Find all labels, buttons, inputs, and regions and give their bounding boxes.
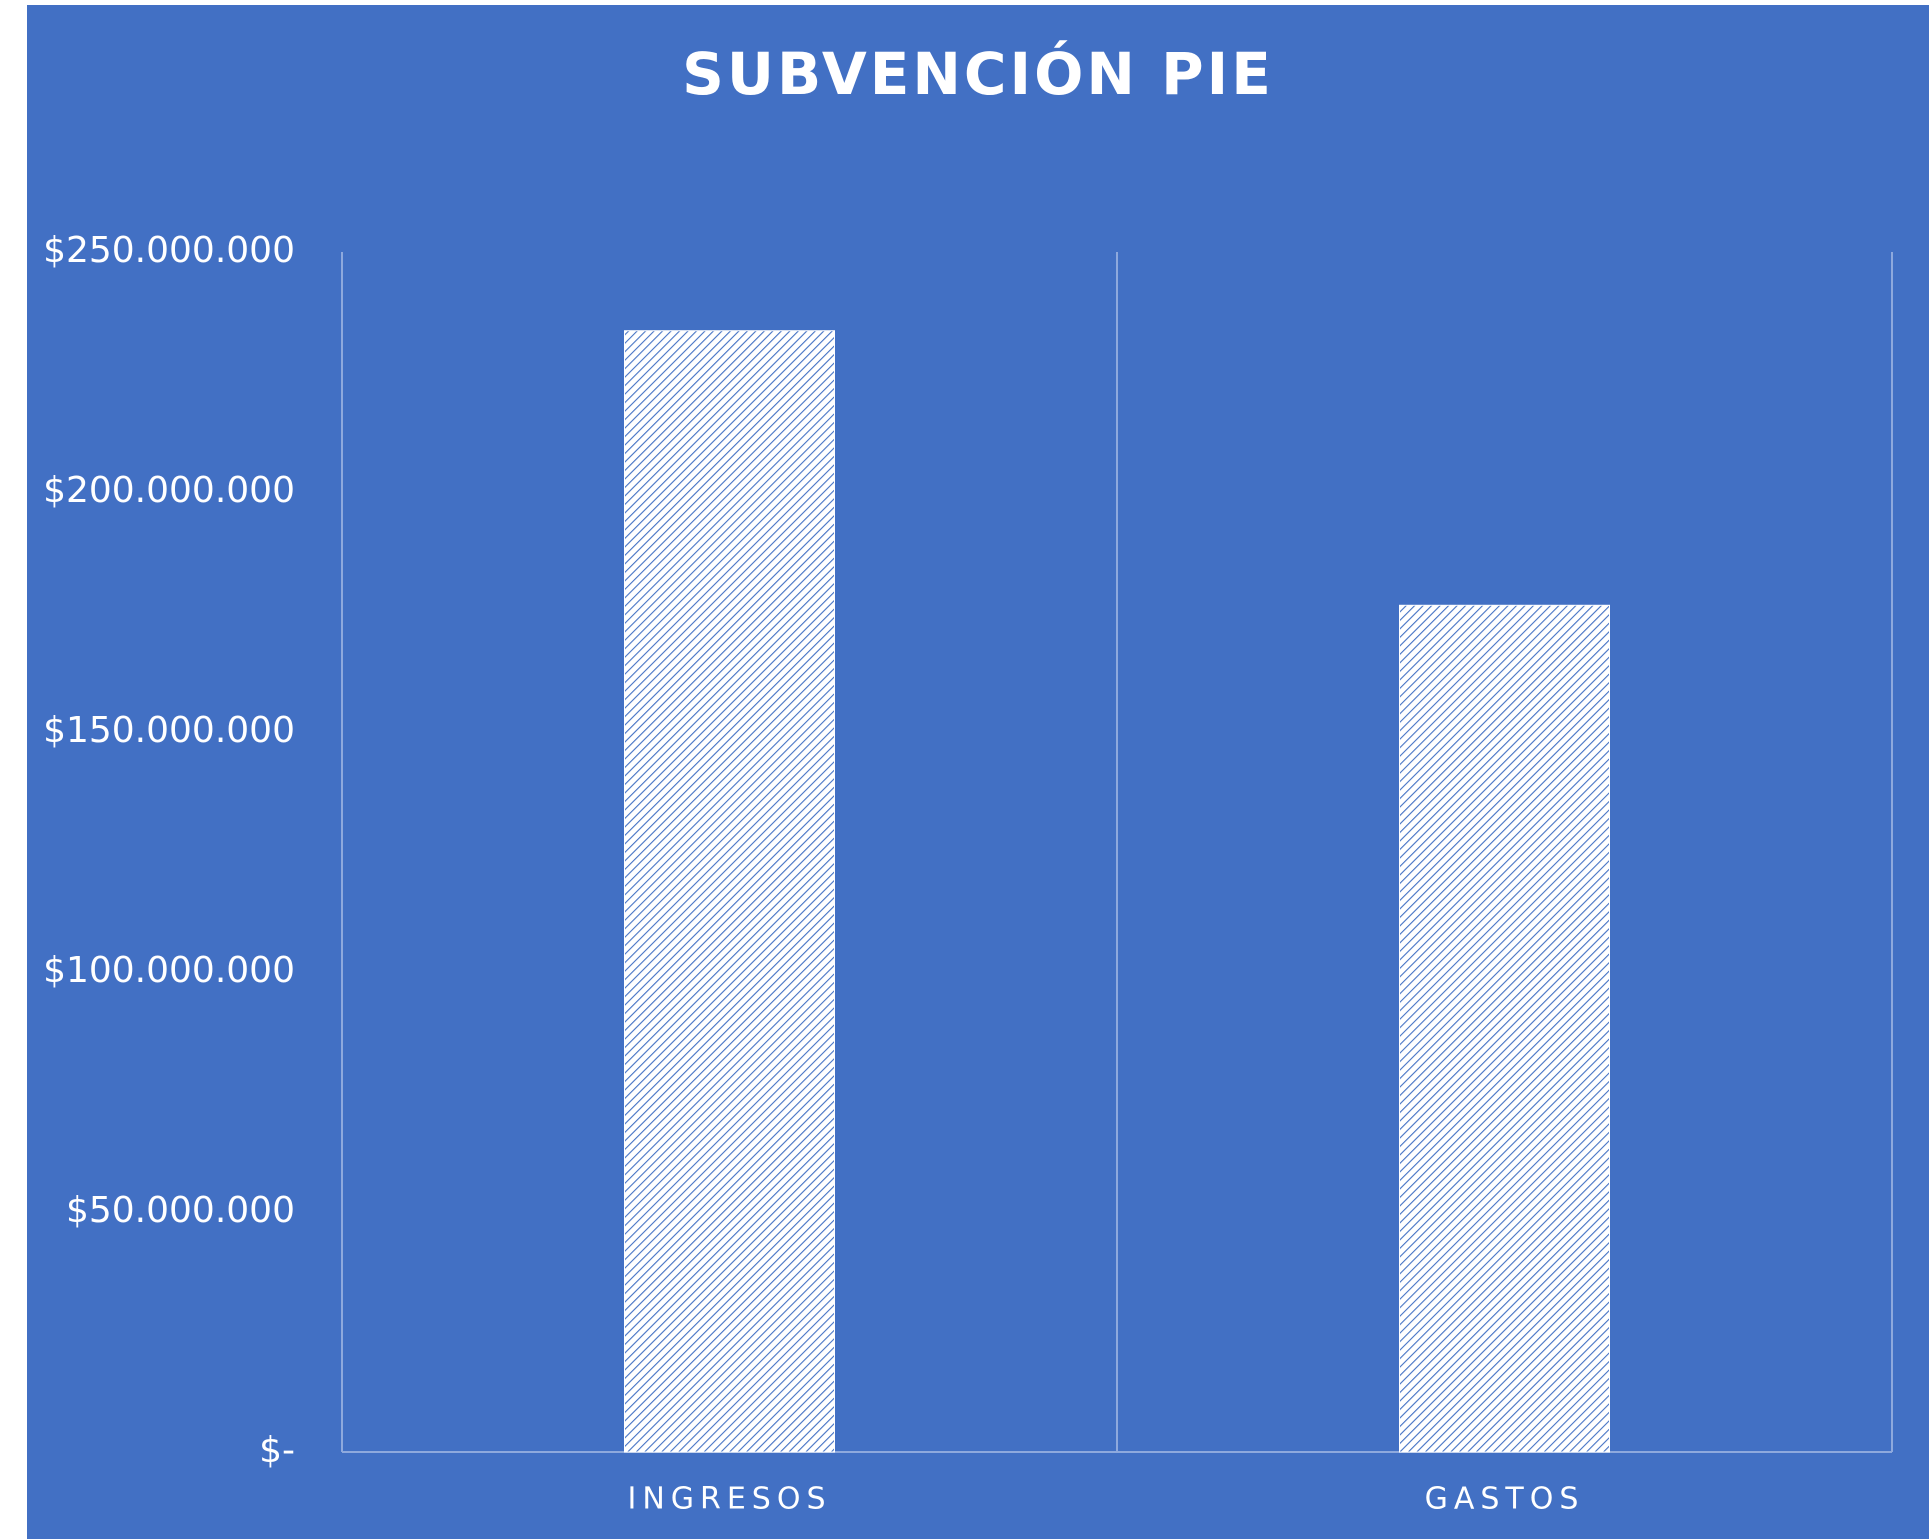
x-tick-label: INGRESOS — [627, 1482, 831, 1517]
y-tick-label: $- — [259, 1430, 295, 1471]
chart-background — [27, 5, 1929, 1539]
y-tick-label: $250.000.000 — [43, 230, 295, 271]
chart-title: SUBVENCIÓN PIE — [682, 39, 1274, 108]
y-tick-label: $100.000.000 — [43, 950, 295, 991]
y-tick-label: $150.000.000 — [43, 710, 295, 751]
y-tick-label: $200.000.000 — [43, 470, 295, 511]
bar — [1399, 604, 1610, 1453]
x-tick-label: GASTOS — [1425, 1482, 1585, 1517]
y-tick-label: $50.000.000 — [66, 1190, 295, 1231]
bar — [624, 330, 835, 1453]
